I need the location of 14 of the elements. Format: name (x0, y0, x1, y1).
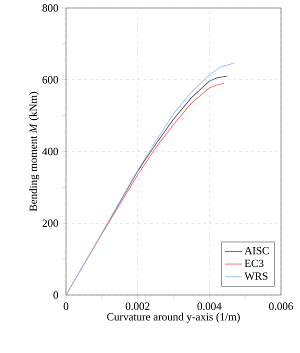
legend-label: AISC (244, 246, 269, 254)
x-tick-label: 0.004 (197, 302, 222, 310)
x-tick-label: 0.002 (126, 302, 150, 310)
legend-label: EC3 (244, 260, 264, 268)
y-tick-label: 200 (42, 220, 58, 227)
legend-label: WRS (244, 272, 268, 280)
y-tick-label: 400 (42, 148, 58, 156)
y-tick-label: 0 (53, 291, 58, 299)
x-tick-label: 0.006 (269, 302, 293, 310)
y-tick-label: 600 (42, 76, 58, 84)
x-axis-title: Curvature around y-axis (1/m) (107, 312, 240, 323)
y-tick-label: 800 (42, 4, 58, 12)
x-tick-label: 0 (64, 302, 68, 310)
y-axis-title: Bending moment M (kNm) (29, 92, 40, 212)
